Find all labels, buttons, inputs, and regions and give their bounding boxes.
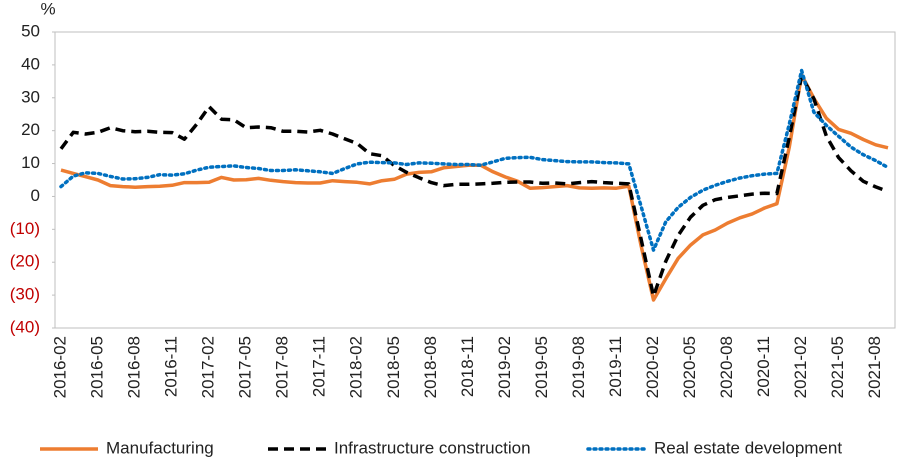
x-tick-label: 2020-08	[717, 336, 736, 398]
x-tick-label: 2018-11	[458, 336, 477, 397]
legend-label: Real estate development	[654, 438, 842, 457]
y-tick-label: (10)	[10, 219, 40, 238]
x-tick-label: 2016-08	[125, 336, 144, 398]
series-line	[59, 68, 890, 252]
series-line	[59, 74, 889, 298]
x-tick-label: 2019-02	[495, 336, 514, 398]
legend-label: Manufacturing	[106, 438, 214, 457]
x-tick-label: 2017-05	[236, 336, 255, 398]
x-tick-label: 2018-05	[384, 336, 403, 398]
x-tick-label: 2018-02	[347, 336, 366, 398]
y-axis-label: %	[40, 0, 55, 18]
y-tick-label: (40)	[10, 317, 40, 336]
x-tick-label: 2019-05	[532, 336, 551, 398]
x-tick-label: 2017-08	[273, 336, 292, 398]
series-line	[60, 73, 889, 302]
x-tick-label: 2016-11	[162, 336, 181, 397]
x-tick-label: 2016-02	[50, 336, 69, 398]
y-tick-label: 20	[21, 120, 40, 139]
y-tick-label: 40	[21, 54, 40, 73]
x-tick-label: 2020-11	[754, 336, 773, 397]
plot-frame	[54, 31, 896, 329]
x-tick-label: 2021-05	[828, 336, 847, 398]
x-tick-label: 2017-11	[310, 336, 329, 397]
x-tick-label: 2020-05	[680, 336, 699, 398]
y-tick-label: (20)	[10, 252, 40, 271]
x-tick-label: 2019-08	[569, 336, 588, 398]
x-tick-label: 2019-11	[606, 336, 625, 397]
x-tick-label: 2016-05	[88, 336, 107, 398]
x-tick-label: 2020-02	[643, 336, 662, 398]
x-tick-label: 2018-08	[421, 336, 440, 398]
x-tick-label: 2017-02	[199, 336, 218, 398]
y-tick-label: 0	[31, 186, 40, 205]
y-tick-label: (30)	[10, 285, 40, 304]
y-tick-label: 30	[21, 87, 40, 106]
x-tick-label: 2021-02	[791, 336, 810, 398]
y-tick-label: 10	[21, 153, 40, 172]
y-tick-label: 50	[21, 21, 40, 40]
x-tick-label: 2021-08	[865, 336, 884, 398]
legend-label: Infrastructure construction	[334, 438, 531, 457]
